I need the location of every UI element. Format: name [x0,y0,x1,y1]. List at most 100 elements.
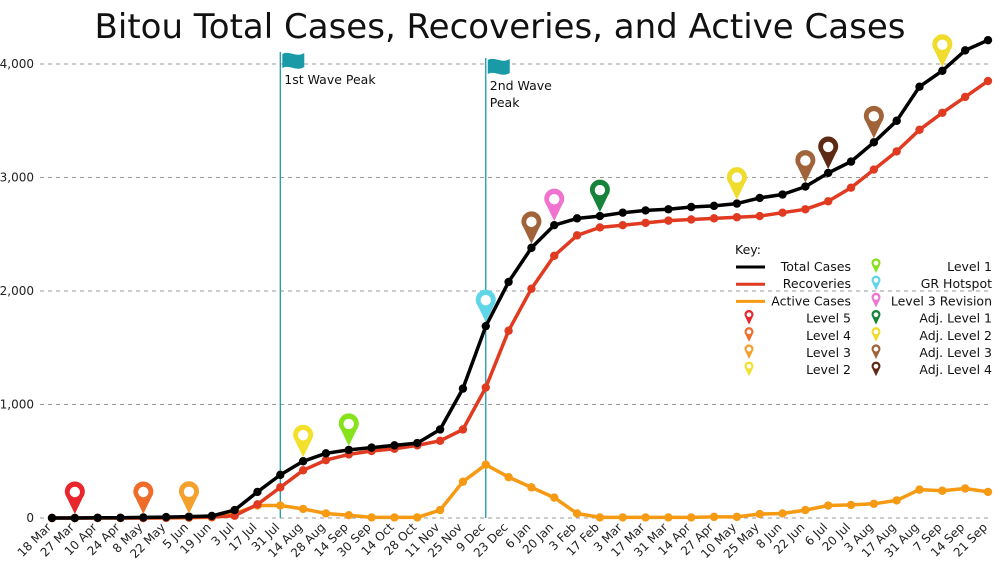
y-tick-label: 3,000 [0,171,34,185]
legend-label: Adj. Level 3 [919,345,992,360]
recoveries-point [846,183,856,192]
pin-hole [549,193,560,205]
total-cases-point [276,470,285,480]
recoveries-point [298,466,308,475]
map-pin-icon [871,309,881,325]
recoveries-point [527,284,536,293]
pin-shape [744,361,754,377]
total-cases-point [846,157,856,166]
total-cases-point [892,116,901,125]
active-cases-point [755,509,764,519]
active-cases-point [413,513,422,522]
active-cases-point [892,496,901,505]
pin-hole [731,172,743,183]
recoveries-point [823,197,833,206]
legend-label: GR Hotspot [921,276,992,291]
legend-label: Level 4 [806,328,851,343]
map-pin-icon [871,327,881,342]
pin-hole [594,184,606,196]
recoveries-point [435,436,445,446]
pin-shape [871,258,881,273]
pin-hole [873,295,879,300]
legend-label: Active Cases [771,293,851,308]
annotations: 1st Wave Peak 2nd Wave Peak [279,52,552,518]
recoveries-point [458,425,468,434]
pin-shape [871,309,881,325]
total-cases-point [390,441,399,450]
pin-hole [873,277,879,283]
series-lines [47,35,993,523]
pin-hole [183,486,195,497]
pin-shape [871,327,881,342]
legend-label: Recoveries [783,276,851,291]
active-cases-point [367,513,376,522]
recoveries-point [732,213,742,222]
recoveries-point [960,92,970,102]
map-pin-icon [795,150,816,183]
pin-shape [863,105,884,139]
active-cases-point [298,504,308,514]
active-cases-point [458,477,468,486]
map-pin-icon [818,136,839,169]
total-cases-point [664,205,673,214]
legend-label: Adj. Level 1 [919,311,992,326]
active-cases-point [435,505,445,515]
wave-peak-label-line: 2nd Wave [490,78,552,93]
total-cases-point [298,457,308,466]
pin-shape [871,344,881,359]
pin-shape [744,309,754,325]
recoveries-point [983,76,993,86]
legend-label: Total Cases [780,259,851,274]
active-cases-point [641,513,650,522]
total-cases-point [960,46,970,55]
pin-hole [297,430,309,441]
active-cases-point [801,505,810,515]
active-cases-point [618,513,627,522]
recoveries-point [755,211,764,221]
map-pin-icon [521,211,542,244]
map-pin-icon [863,105,884,139]
active-cases-point [664,513,673,522]
total-cases-point [321,449,331,458]
legend-label: Adj. Level 2 [919,328,992,343]
pin-hole [937,39,948,51]
pin-hole [746,363,752,369]
total-cases-point [869,138,879,147]
map-pin-icon [64,481,85,514]
y-tick-label: 1,000 [0,398,34,412]
map-pin-icon [544,188,565,222]
map-pin-icon [744,309,754,325]
y-tick-label: 2,000 [0,284,34,298]
total-cases-point [641,206,650,215]
pin-shape [795,150,816,183]
pin-hole [138,486,149,498]
pin-hole [480,294,491,306]
active-cases-point [846,500,856,510]
recoveries-point [481,383,490,392]
map-pin-icon [932,34,953,67]
legend: Key: Total Cases Recoveries Active Cases Lev… [735,242,992,377]
pin-hole [873,346,879,352]
total-cases-point [983,35,993,45]
map-pin-icon [871,344,881,359]
active-cases-point [527,483,536,492]
pin-shape [521,211,542,244]
pin-hole [746,329,752,335]
map-pin-icon [744,361,754,377]
pin-hole [69,486,81,498]
pin-hole [868,111,880,122]
total-cases-point [709,201,719,211]
pin-shape [293,424,314,458]
legend-label: Level 1 [947,259,992,274]
y-axis-ticks: 0 1,000 2,000 3,000 4,000 [0,57,34,525]
pin-shape [818,136,839,169]
total-cases-point [527,243,536,253]
total-cases-point [230,505,239,515]
pin-shape [544,188,565,222]
chart-title: Bitou Total Cases, Recoveries, and Activ… [95,7,906,47]
recoveries-point [618,220,627,230]
active-cases-point [595,513,605,522]
recoveries-point [253,500,262,509]
pin-shape [64,481,85,514]
